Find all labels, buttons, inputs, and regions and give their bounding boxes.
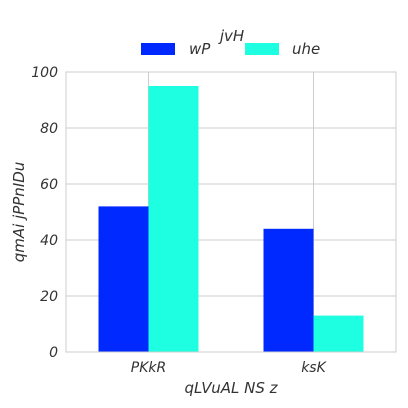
y-tick-label: 60 bbox=[40, 177, 58, 193]
legend-label-uhe: uhe bbox=[292, 40, 320, 58]
y-tick-label: 100 bbox=[31, 65, 58, 81]
legend-label-wP: wP bbox=[189, 40, 211, 58]
y-axis-label: qmAi jPPnIDu bbox=[10, 162, 28, 263]
x-tick-label: ksK bbox=[301, 360, 327, 376]
x-tick-label: PKkR bbox=[131, 360, 166, 376]
bars bbox=[99, 86, 364, 352]
y-tick-labels: 0 20 40 60 80 100 bbox=[31, 65, 58, 361]
legend-swatch-wP bbox=[141, 43, 175, 55]
bar-uhe-PKkR bbox=[149, 86, 199, 352]
y-tick-label: 80 bbox=[40, 121, 58, 137]
x-tick-labels: PKkR ksK bbox=[131, 360, 328, 376]
y-tick-label: 0 bbox=[49, 345, 58, 361]
bar-wP-PKkR bbox=[99, 206, 149, 352]
bar-wP-ksK bbox=[264, 229, 314, 352]
legend-swatch-uhe bbox=[245, 43, 279, 55]
legend-title: jvH bbox=[218, 27, 244, 45]
legend: jvH wP uhe bbox=[141, 27, 320, 58]
y-tick-label: 40 bbox=[40, 233, 58, 249]
x-axis-label: qLVuAL NS z bbox=[184, 379, 278, 397]
bar-uhe-ksK bbox=[314, 316, 364, 352]
y-tick-label: 20 bbox=[40, 289, 58, 305]
